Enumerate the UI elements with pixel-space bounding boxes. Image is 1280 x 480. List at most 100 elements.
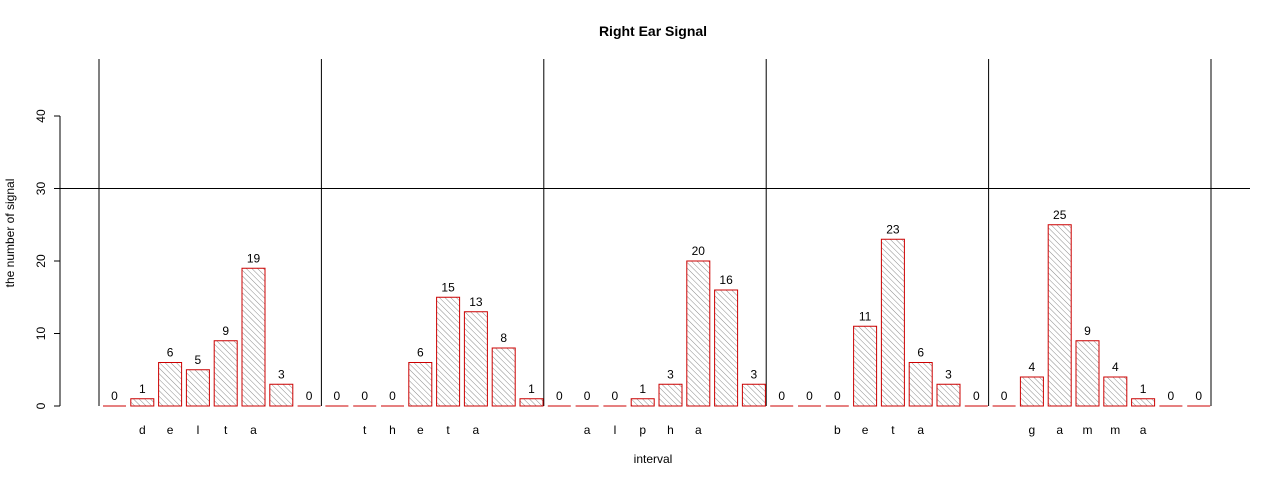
bar [908, 362, 933, 407]
group-letter: h [389, 423, 396, 437]
bar [1131, 398, 1156, 407]
bar-value-label: 15 [441, 280, 455, 294]
bar [686, 260, 711, 407]
bar-value-label: 25 [1053, 208, 1067, 222]
y-tick-label: 40 [34, 109, 48, 123]
group-letter: m [1110, 423, 1120, 437]
bar [130, 398, 155, 407]
bar [408, 362, 433, 407]
bar [1103, 376, 1128, 407]
bar-value-label: 4 [1112, 360, 1119, 374]
bar [880, 238, 905, 407]
bar-value-label: 6 [417, 346, 424, 360]
group-letter: m [1083, 423, 1093, 437]
bar-value-label: 6 [917, 346, 924, 360]
group-letter: t [891, 423, 895, 437]
bar-value-label: 6 [167, 346, 174, 360]
bar-value-label: 0 [834, 389, 841, 403]
bar-value-label: 4 [1029, 360, 1036, 374]
bar [630, 398, 655, 407]
bar-value-label: 19 [247, 251, 261, 265]
bar-value-label: 23 [886, 222, 900, 236]
bar-value-label: 0 [973, 389, 980, 403]
bar-value-label: 1 [528, 382, 535, 396]
group-letter: l [614, 423, 617, 437]
bar-value-label: 0 [306, 389, 313, 403]
bar-value-label: 3 [667, 367, 674, 381]
bar-value-label: 0 [612, 389, 619, 403]
chart-title: Right Ear Signal [599, 23, 707, 39]
bar [519, 398, 544, 407]
group-letter: t [224, 423, 228, 437]
bars [103, 224, 1211, 407]
group-letter: t [363, 423, 367, 437]
bar-value-label: 9 [1084, 324, 1091, 338]
bar [185, 369, 210, 407]
bar-value-label: 1 [139, 382, 146, 396]
y-tick-label: 0 [34, 402, 48, 409]
group-letter: e [167, 423, 174, 437]
bar [1047, 224, 1072, 407]
bar [936, 383, 961, 407]
bar-value-label: 5 [195, 353, 202, 367]
bar-value-label: 0 [556, 389, 563, 403]
x-axis-title: interval [634, 452, 673, 466]
bar-value-label: 3 [945, 367, 952, 381]
group-letter: p [639, 423, 646, 437]
y-tick-label: 10 [34, 327, 48, 341]
bar-value-label: 8 [500, 331, 507, 345]
bar-value-label: 11 [859, 309, 872, 323]
y-tick-label: 20 [34, 254, 48, 268]
bar-value-label: 20 [692, 244, 706, 258]
y-axis: 0 10 20 30 40 [34, 109, 61, 409]
bar [1019, 376, 1044, 407]
group-letter: l [197, 423, 200, 437]
bar [491, 347, 516, 407]
bar-value-label: 0 [389, 389, 396, 403]
group-letter: b [834, 423, 841, 437]
group-letter: a [917, 423, 924, 437]
bar [213, 340, 238, 407]
group-letter: a [250, 423, 257, 437]
bar [241, 267, 266, 407]
y-tick-label: 30 [34, 182, 48, 196]
bar-value-label: 1 [639, 382, 646, 396]
group-letter: e [862, 423, 869, 437]
group-letter: t [446, 423, 450, 437]
bar [1075, 340, 1100, 407]
bar-value-label: 3 [278, 367, 285, 381]
bar-value-label: 0 [111, 389, 118, 403]
bar-value-label: 16 [719, 273, 733, 287]
bar [853, 325, 878, 407]
group-letter: d [139, 423, 146, 437]
group-letter: g [1029, 423, 1036, 437]
bar [714, 289, 739, 407]
group-letter: a [584, 423, 591, 437]
group-letter: a [1140, 423, 1147, 437]
bar-value-label: 0 [806, 389, 813, 403]
bar-value-label: 3 [751, 367, 758, 381]
group-separators [98, 59, 1212, 406]
bar-value-label: 0 [1195, 389, 1202, 403]
bar [463, 311, 488, 407]
y-axis-title: the number of signal [3, 179, 17, 288]
group-letter: a [1056, 423, 1063, 437]
group-letter: e [417, 423, 424, 437]
bar [741, 383, 766, 407]
bar-value-label: 0 [1168, 389, 1175, 403]
group-letter: a [695, 423, 702, 437]
bar [269, 383, 294, 407]
group-letter: h [667, 423, 674, 437]
bar-value-label: 0 [778, 389, 785, 403]
bar-value-label: 0 [584, 389, 591, 403]
bar [658, 383, 683, 407]
bar-value-label: 1 [1140, 382, 1147, 396]
bar-value-label: 0 [1001, 389, 1008, 403]
bar-value-label: 9 [222, 324, 229, 338]
group-letter: a [473, 423, 480, 437]
bar [436, 296, 461, 407]
bar-value-label: 0 [334, 389, 341, 403]
